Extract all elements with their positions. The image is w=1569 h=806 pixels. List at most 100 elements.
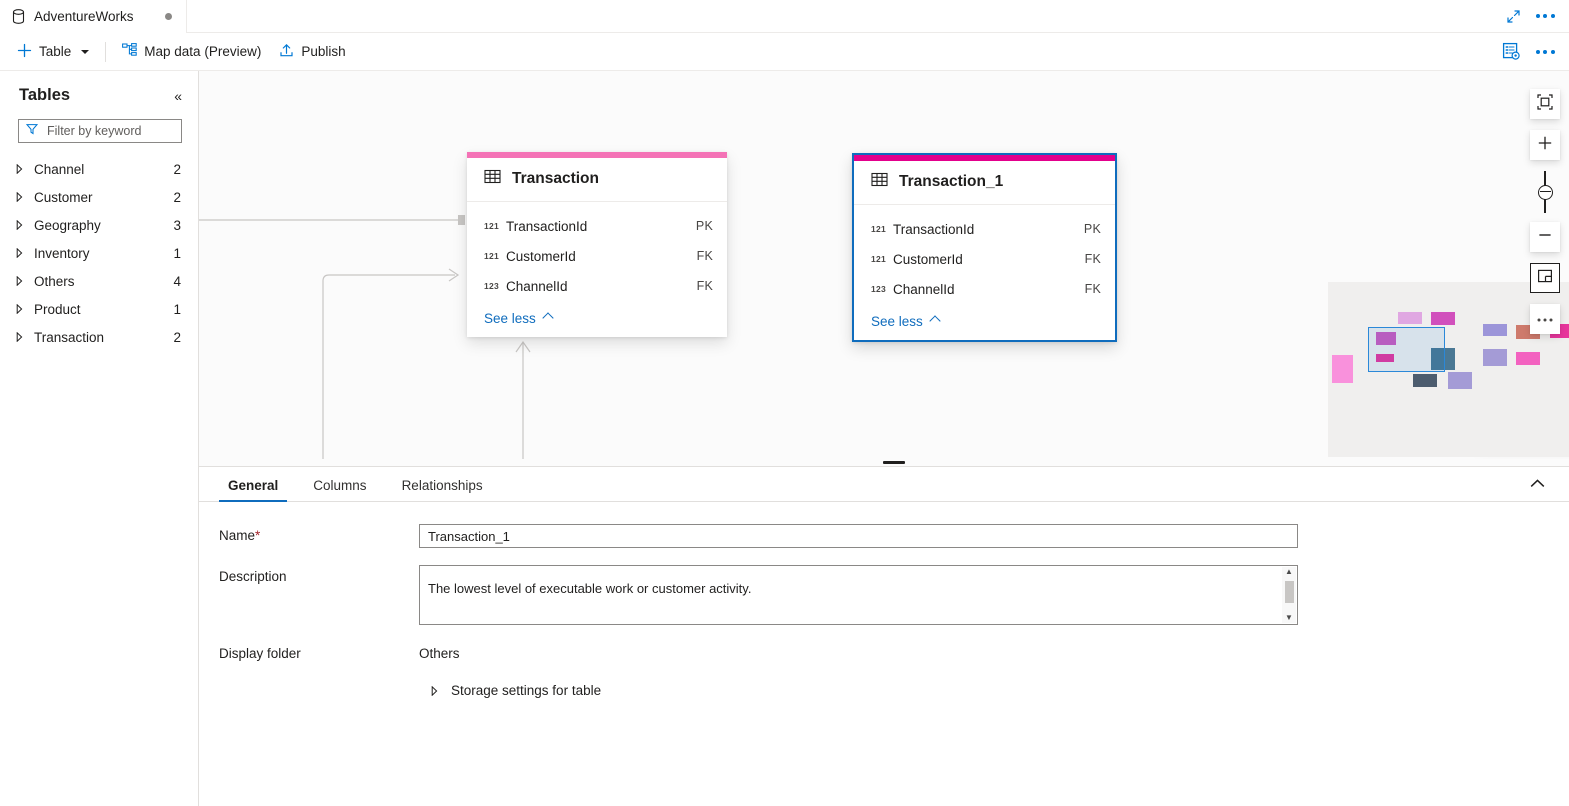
tables-sidebar: Tables « Channel 2 Customer 2 Geography …	[0, 71, 199, 806]
column-name: CustomerId	[506, 248, 576, 264]
display-folder-value: Others	[419, 646, 460, 661]
zoom-slider-thumb[interactable]	[1537, 184, 1553, 200]
minimap-block	[1376, 332, 1396, 345]
tabstrip-overflow-button[interactable]	[1532, 3, 1558, 29]
field-row-description: Description ▲ ▼	[199, 565, 1569, 625]
minimap-toggle-button[interactable]	[1530, 263, 1560, 293]
field-row-display-folder: Display folder Others	[199, 642, 1569, 661]
chevron-right-icon[interactable]	[13, 304, 25, 314]
scroll-up-arrow[interactable]: ▲	[1285, 567, 1293, 576]
table-card-columns: 121 TransactionId PK 121 CustomerId FK 1…	[854, 205, 1115, 308]
tab-general[interactable]: General	[219, 478, 288, 502]
table-card-color-bar	[467, 152, 727, 158]
ellipsis-icon	[1536, 310, 1554, 328]
table-row[interactable]: 121 TransactionId PK	[467, 211, 727, 241]
document-tab-adventureworks[interactable]: AdventureWorks	[0, 0, 187, 33]
minimap-block	[1431, 312, 1455, 325]
sidebar-item-others[interactable]: Others 4	[0, 267, 198, 295]
chevron-up-icon	[929, 314, 941, 327]
required-asterisk: *	[255, 528, 261, 543]
list-settings-icon[interactable]	[1498, 39, 1524, 65]
sidebar-item-label: Customer	[34, 189, 93, 205]
minimap-block	[1332, 355, 1353, 383]
add-table-label: Table	[39, 44, 72, 59]
chevron-right-icon[interactable]	[13, 332, 25, 342]
commandbar-overflow-button[interactable]	[1532, 39, 1558, 65]
map-data-icon	[122, 43, 138, 60]
sidebar-item-inventory[interactable]: Inventory 1	[0, 239, 198, 267]
add-table-button[interactable]: Table	[8, 37, 98, 67]
table-row[interactable]: 123 ChannelId FK	[854, 274, 1115, 304]
canvas-minimap[interactable]	[1328, 282, 1569, 457]
panel-resize-handle[interactable]	[883, 461, 905, 464]
storage-settings-expander[interactable]: Storage settings for table	[199, 683, 601, 698]
zoom-out-button[interactable]	[1530, 222, 1560, 252]
table-row[interactable]: 121 CustomerId FK	[467, 241, 727, 271]
sidebar-item-channel[interactable]: Channel 2	[0, 155, 198, 183]
description-field-wrapper[interactable]: ▲ ▼	[419, 565, 1298, 625]
table-grid-icon	[871, 171, 888, 193]
chevron-right-icon[interactable]	[13, 164, 25, 174]
table-row[interactable]: 121 TransactionId PK	[854, 214, 1115, 244]
search-input[interactable]	[45, 123, 174, 139]
expand-diagonal-icon[interactable]	[1500, 3, 1526, 29]
column-name: CustomerId	[893, 251, 963, 267]
sidebar-header: Tables «	[0, 71, 198, 105]
sidebar-item-label: Inventory	[34, 245, 90, 261]
sidebar-item-geography[interactable]: Geography 3	[0, 211, 198, 239]
table-card-header: Transaction_1	[854, 161, 1115, 205]
minimap-viewport-rect[interactable]	[1368, 327, 1445, 372]
zoom-slider[interactable]	[1530, 171, 1560, 213]
name-label: Name*	[219, 524, 419, 543]
detail-tab-bar: General Columns Relationships	[199, 467, 1569, 502]
fit-to-screen-button[interactable]	[1530, 89, 1560, 119]
zoom-in-button[interactable]	[1530, 130, 1560, 160]
tab-columns[interactable]: Columns	[304, 478, 375, 501]
diagram-canvas[interactable]: Country 123 CountryId abc IsoCountryCode…	[199, 71, 1569, 465]
column-name: TransactionId	[893, 221, 975, 237]
table-card-transaction-1[interactable]: Transaction_1 121 TransactionId PK 121 C…	[852, 153, 1117, 342]
scrollbar[interactable]: ▲ ▼	[1282, 567, 1296, 623]
scroll-down-arrow[interactable]: ▼	[1285, 613, 1293, 622]
sidebar-item-count: 1	[173, 301, 181, 317]
command-bar: Table Map data (Preview) Publish	[0, 33, 1569, 71]
sidebar-item-count: 2	[173, 189, 181, 205]
chevron-right-icon[interactable]	[13, 248, 25, 258]
description-field[interactable]	[420, 566, 1297, 624]
chevron-right-icon[interactable]	[13, 192, 25, 202]
column-name: TransactionId	[506, 218, 588, 234]
minimap-block	[1398, 312, 1422, 324]
publish-button[interactable]: Publish	[270, 37, 354, 67]
minimap-block	[1483, 349, 1507, 366]
chevron-double-left-icon[interactable]: «	[174, 87, 182, 104]
chevron-right-icon[interactable]	[428, 685, 440, 696]
collapse-panel-button[interactable]	[1530, 475, 1569, 501]
minimap-block	[1376, 354, 1394, 362]
plus-icon	[1537, 135, 1553, 156]
name-field[interactable]	[419, 524, 1298, 548]
sidebar-item-product[interactable]: Product 1	[0, 295, 198, 323]
column-key-badge: PK	[1083, 222, 1101, 236]
sidebar-item-transaction[interactable]: Transaction 2	[0, 323, 198, 351]
column-type-badge: 123	[484, 281, 500, 291]
panel-splitter[interactable]	[199, 459, 1569, 466]
plus-icon	[17, 43, 32, 61]
chevron-right-icon[interactable]	[13, 220, 25, 230]
chevron-right-icon[interactable]	[13, 276, 25, 286]
see-less-button[interactable]: See less	[854, 308, 1115, 340]
scrollbar-thumb[interactable]	[1284, 581, 1294, 603]
table-card-columns: 121 TransactionId PK 121 CustomerId FK 1…	[467, 202, 727, 305]
minimap-block	[1413, 374, 1437, 387]
see-less-button[interactable]: See less	[467, 305, 727, 337]
canvas-more-button[interactable]	[1530, 304, 1560, 334]
tab-label: General	[228, 478, 279, 493]
tab-relationships[interactable]: Relationships	[393, 478, 492, 501]
table-row[interactable]: 123 ChannelId FK	[467, 271, 727, 301]
map-data-button[interactable]: Map data (Preview)	[113, 37, 270, 67]
table-row[interactable]: 121 CustomerId FK	[854, 244, 1115, 274]
minus-icon	[1537, 227, 1553, 248]
table-card-title: Transaction	[512, 170, 599, 187]
sidebar-item-customer[interactable]: Customer 2	[0, 183, 198, 211]
table-card-transaction[interactable]: Transaction 121 TransactionId PK 121 Cus…	[467, 152, 727, 337]
filter-field-wrapper[interactable]	[18, 119, 182, 143]
